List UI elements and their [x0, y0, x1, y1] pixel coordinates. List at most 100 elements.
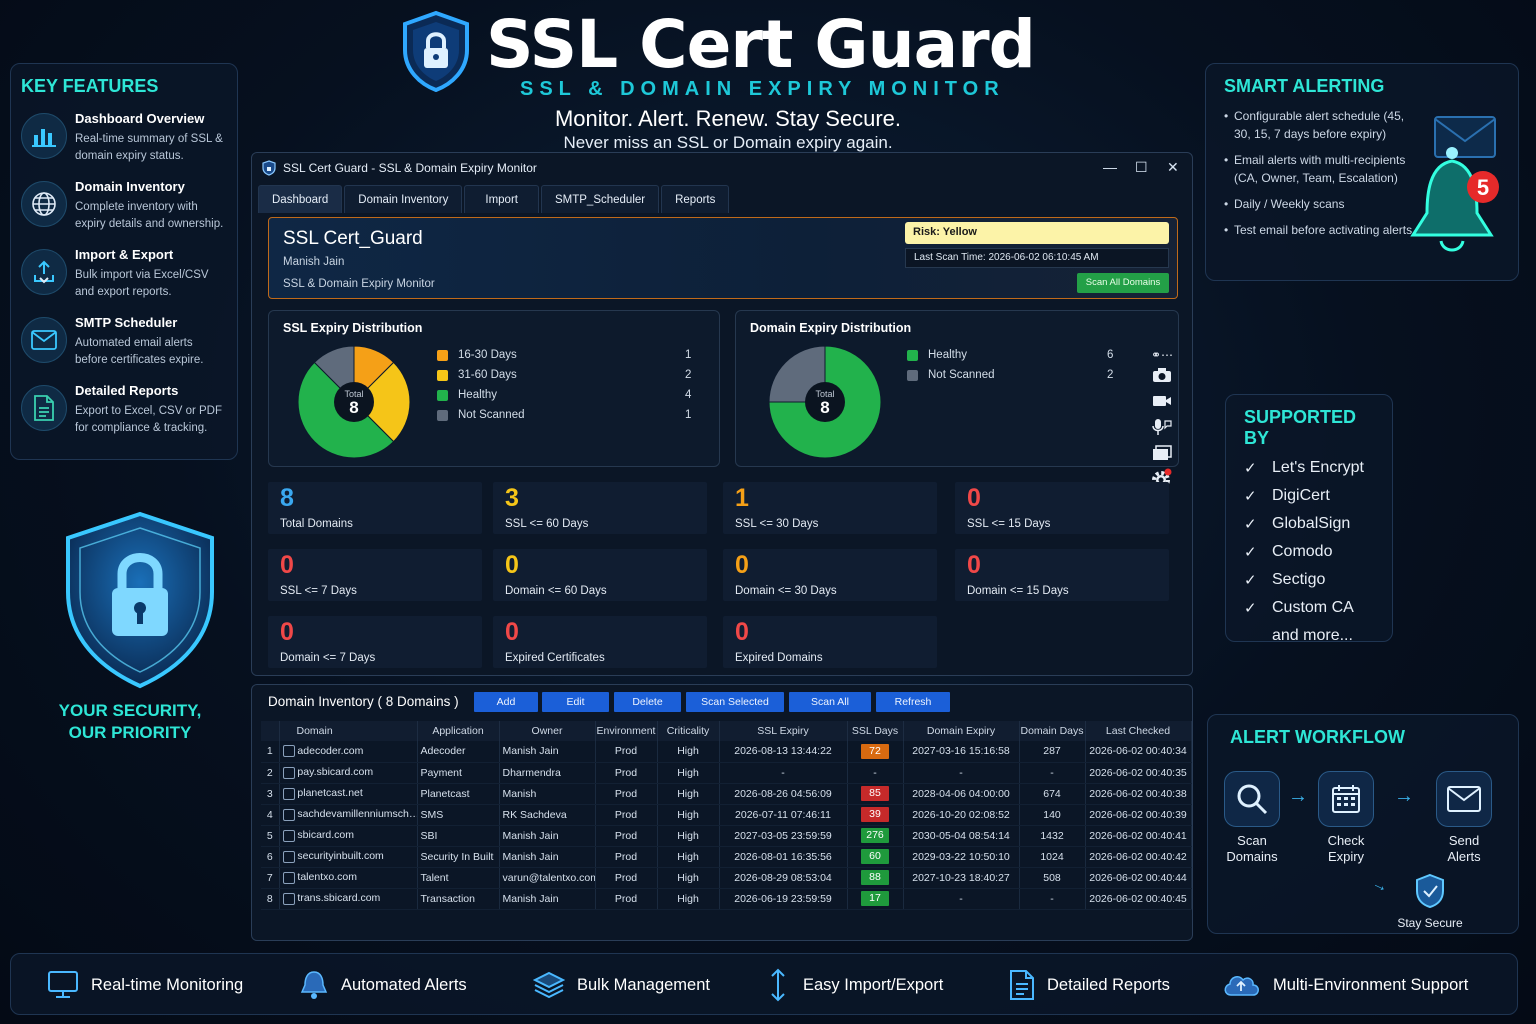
refresh-button[interactable]: Refresh — [876, 692, 950, 712]
check-icon: ✓ — [1244, 544, 1257, 561]
row-checkbox[interactable] — [282, 871, 295, 884]
column-header — [261, 721, 280, 741]
tab-reports[interactable]: Reports — [661, 185, 730, 213]
feature-desc: Complete inventory with expiry details a… — [75, 201, 224, 230]
windows-icon[interactable] — [1150, 443, 1174, 463]
row-checkbox[interactable] — [282, 829, 295, 842]
application-cell: SBI — [417, 825, 500, 847]
legend-value: 1 — [685, 349, 692, 361]
domain-inventory-panel: Domain Inventory ( 8 Domains ) Add Edit … — [251, 684, 1193, 941]
column-header[interactable]: Application — [417, 721, 500, 741]
minimize-button[interactable]: — — [1103, 159, 1117, 175]
maximize-button[interactable]: ☐ — [1135, 159, 1148, 175]
column-header[interactable]: SSL Expiry — [719, 721, 848, 741]
last-checked-cell: 2026-06-02 00:40:41 — [1085, 825, 1192, 847]
column-header[interactable]: Domain — [279, 721, 418, 741]
scan-all-button[interactable]: Scan All — [789, 692, 871, 712]
workflow-step-line2: Expiry — [1327, 849, 1365, 864]
table-row[interactable]: 1 adecoder.com Adecoder Manish Jain Prod Hig… — [261, 741, 1192, 763]
ssl-days-badge: 276 — [861, 828, 889, 843]
column-header[interactable]: Environment — [595, 721, 658, 741]
workflow-step: Scan Domains — [1212, 833, 1292, 865]
ssl-expiry-cell: 2026-07-11 07:46:11 — [719, 804, 848, 826]
ca-item: ✓ GlobalSign — [1244, 515, 1374, 533]
check-icon: ✓ — [1244, 600, 1257, 617]
camera-icon[interactable] — [1150, 365, 1174, 385]
stat-value: 0 — [280, 618, 294, 646]
feature-item: Domain Inventory Complete inventory with… — [21, 179, 227, 233]
column-header[interactable]: Domain Days — [1019, 721, 1086, 741]
column-header[interactable]: Domain Expiry — [903, 721, 1020, 741]
user-name: Manish Jain — [283, 256, 345, 268]
table-row[interactable]: 6 securityinbuilt.com Security In Built Ma… — [261, 846, 1192, 868]
stat-value: 0 — [505, 551, 519, 579]
owner-cell: Manish Jain — [499, 846, 596, 868]
edit-button[interactable]: Edit — [542, 692, 609, 712]
arrow-down-right-icon: → — [1369, 874, 1392, 897]
row-checkbox[interactable] — [282, 787, 295, 800]
scan-all-domains-button[interactable]: Scan All Domains — [1077, 273, 1169, 293]
table-row[interactable]: 4 sachdevamillenniumsch… SMS RK Sachdeva Pr… — [261, 804, 1192, 826]
scan-selected-button[interactable]: Scan Selected — [686, 692, 784, 712]
ssl-days-cell: - — [847, 762, 904, 784]
add-button[interactable]: Add — [474, 692, 538, 712]
row-checkbox[interactable] — [282, 766, 295, 779]
table-row[interactable]: 5 sbicard.com SBI Manish Jain Prod High 2027-… — [261, 825, 1192, 847]
highlight-label: Real-time Monitoring — [91, 975, 244, 994]
stat-label: Domain <= 60 Days — [505, 585, 607, 597]
smart-alerting-title: SMART ALERTING — [1224, 76, 1385, 96]
video-icon[interactable] — [1150, 391, 1174, 411]
tab-dashboard[interactable]: Dashboard — [258, 185, 343, 213]
column-header[interactable]: Owner — [499, 721, 596, 741]
row-checkbox[interactable] — [282, 808, 295, 821]
close-button[interactable]: ✕ — [1167, 159, 1179, 175]
risk-status-badge: Risk: Yellow — [905, 222, 1169, 244]
column-header[interactable]: Last Checked — [1085, 721, 1192, 741]
domain-table: Domain Application Owner Environment Cri… — [261, 721, 1192, 910]
row-checkbox[interactable] — [282, 850, 295, 863]
domain-days-cell: - — [1019, 762, 1086, 784]
environment-cell: Prod — [595, 888, 658, 910]
legend-value: 6 — [1107, 349, 1114, 361]
application-cell: Payment — [417, 762, 500, 784]
chart-title: SSL Expiry Distribution — [283, 321, 423, 335]
alert-workflow-title: ALERT WORKFLOW — [1230, 727, 1405, 747]
owner-cell: varun@talentxo.com — [499, 867, 596, 889]
legend-swatch — [437, 369, 448, 381]
tab-import[interactable]: Import — [464, 185, 539, 213]
table-row[interactable]: 8 trans.sbicard.com Transaction Manish Jai… — [261, 888, 1192, 910]
stat-value: 0 — [505, 618, 519, 646]
ca-more-label: and more... — [1272, 627, 1353, 644]
criticality-cell: High — [657, 804, 720, 826]
environment-cell: Prod — [595, 804, 658, 826]
column-header[interactable]: SSL Days — [847, 721, 904, 741]
key-features-title: KEY FEATURES — [21, 76, 159, 96]
table-row[interactable]: 2 pay.sbicard.com Payment Dharmendra Prod Hi… — [261, 762, 1192, 784]
ssl-days-cell: 85 — [847, 783, 904, 805]
criticality-cell: High — [657, 846, 720, 868]
application-cell: Transaction — [417, 888, 500, 910]
owner-cell: Manish Jain — [499, 888, 596, 910]
delete-button[interactable]: Delete — [614, 692, 681, 712]
tagline-secondary: Never miss an SSL or Domain expiry again… — [563, 133, 893, 152]
import-export-icon — [21, 249, 67, 295]
table-row[interactable]: 7 talentxo.com Talent varun@talentxo.com Pr… — [261, 867, 1192, 889]
ca-name: Let's Encrypt — [1272, 459, 1364, 476]
domain-donut-chart: Total 8 — [768, 345, 882, 459]
table-row[interactable]: 3 planetcast.net Planetcast Manish Prod High… — [261, 783, 1192, 805]
ca-name: Comodo — [1272, 543, 1333, 560]
highlight-item: Automated Alerts — [299, 954, 467, 1016]
column-header[interactable]: Criticality — [657, 721, 720, 741]
tab-domain-inventory[interactable]: Domain Inventory — [344, 185, 463, 213]
link-icon[interactable]: ⚭⋯ — [1150, 348, 1174, 362]
environment-cell: Prod — [595, 741, 658, 763]
microphone-icon[interactable] — [1150, 417, 1174, 437]
ssl-expiry-cell: 2026-08-13 13:44:22 — [719, 741, 848, 763]
last-checked-cell: 2026-06-02 00:40:34 — [1085, 741, 1192, 763]
owner-cell: Manish Jain — [499, 825, 596, 847]
row-checkbox[interactable] — [282, 892, 295, 905]
tab-smtp-scheduler[interactable]: SMTP_Scheduler — [540, 185, 660, 213]
highlight-label: Bulk Management — [577, 975, 710, 994]
stat-card: 0 Expired Certificates — [493, 616, 707, 668]
row-checkbox[interactable] — [282, 745, 295, 758]
